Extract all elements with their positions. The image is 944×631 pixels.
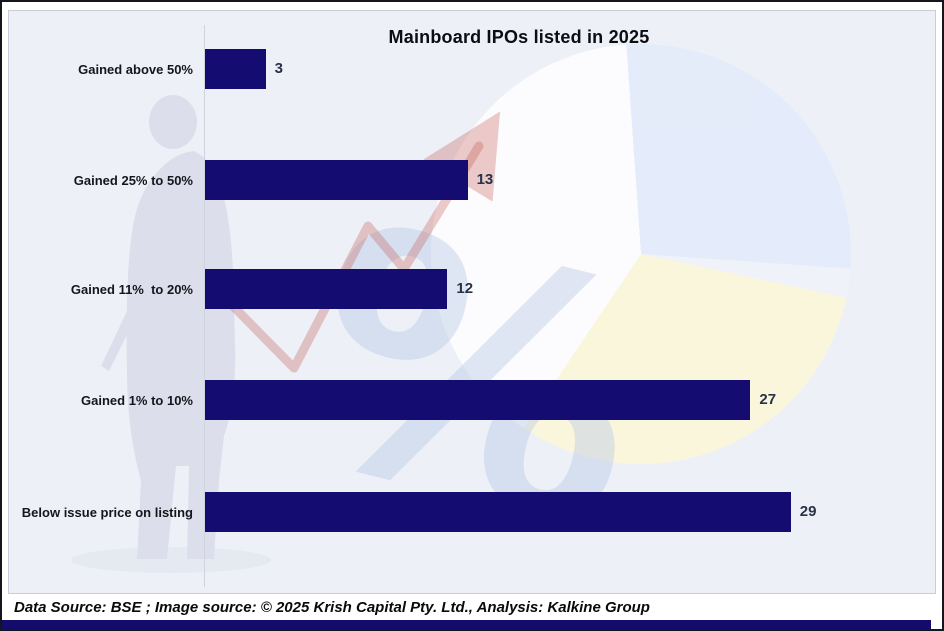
bar-category-label: Below issue price on listing [21,504,193,520]
bar-category-label: Gained 1% to 10% [81,392,193,408]
bar-row: Gained 1% to 10% 27 [9,380,935,420]
businessman-silhouette [71,95,271,573]
bar [205,49,266,89]
brand-ribbon [2,620,931,629]
chart-title: Mainboard IPOs listed in 2025 [388,27,650,47]
bar-category-label: Gained 11% to 20% [70,281,193,297]
bar-value-label: 29 [799,503,817,520]
bar [205,160,468,200]
bar-value-label: 27 [759,391,777,408]
source-footer: Data Source: BSE ; Image source: © 2025 … [2,594,942,620]
bar-plot: Gained above 50% 3 Gained 25% to 50% 13 Gain… [9,11,935,593]
chart-panel: % Mainboard IPOs listed in 2025 Gained a… [8,10,936,594]
bar-value-label: 3 [274,60,283,77]
bar-row: Below issue price on listing 29 [9,492,935,532]
bar [205,269,447,309]
bar-category-label: Gained 25% to 50% [73,172,193,188]
bar-row: Gained 25% to 50% 13 [9,160,935,200]
bar [205,380,750,420]
bar-row: Gained above 50% 3 [9,49,935,89]
trend-arrow-watermark [226,111,501,373]
bar-category-label: Gained above 50% [78,61,193,77]
bar-value-label: 12 [456,280,474,297]
bar-value-label: 13 [476,171,494,188]
bar-row: Gained 11% to 20% 12 [9,269,935,309]
bar [205,492,791,532]
category-axis-line [204,25,205,587]
